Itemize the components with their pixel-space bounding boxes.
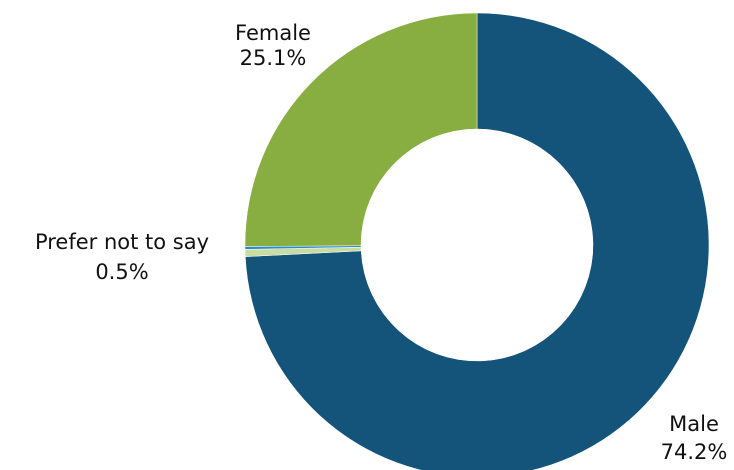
slice-female: [244, 12, 478, 247]
donut-slices: [244, 12, 710, 470]
prefer-not-label-value: 0.5%: [95, 260, 148, 284]
female-label-name: Female: [235, 21, 311, 45]
slice-male: [245, 12, 710, 470]
prefer-not-label-name: Prefer not to say: [35, 230, 209, 254]
male-label-value: 74.2%: [661, 440, 728, 464]
male-label-name: Male: [669, 412, 719, 436]
female-label-value: 25.1%: [240, 46, 307, 70]
